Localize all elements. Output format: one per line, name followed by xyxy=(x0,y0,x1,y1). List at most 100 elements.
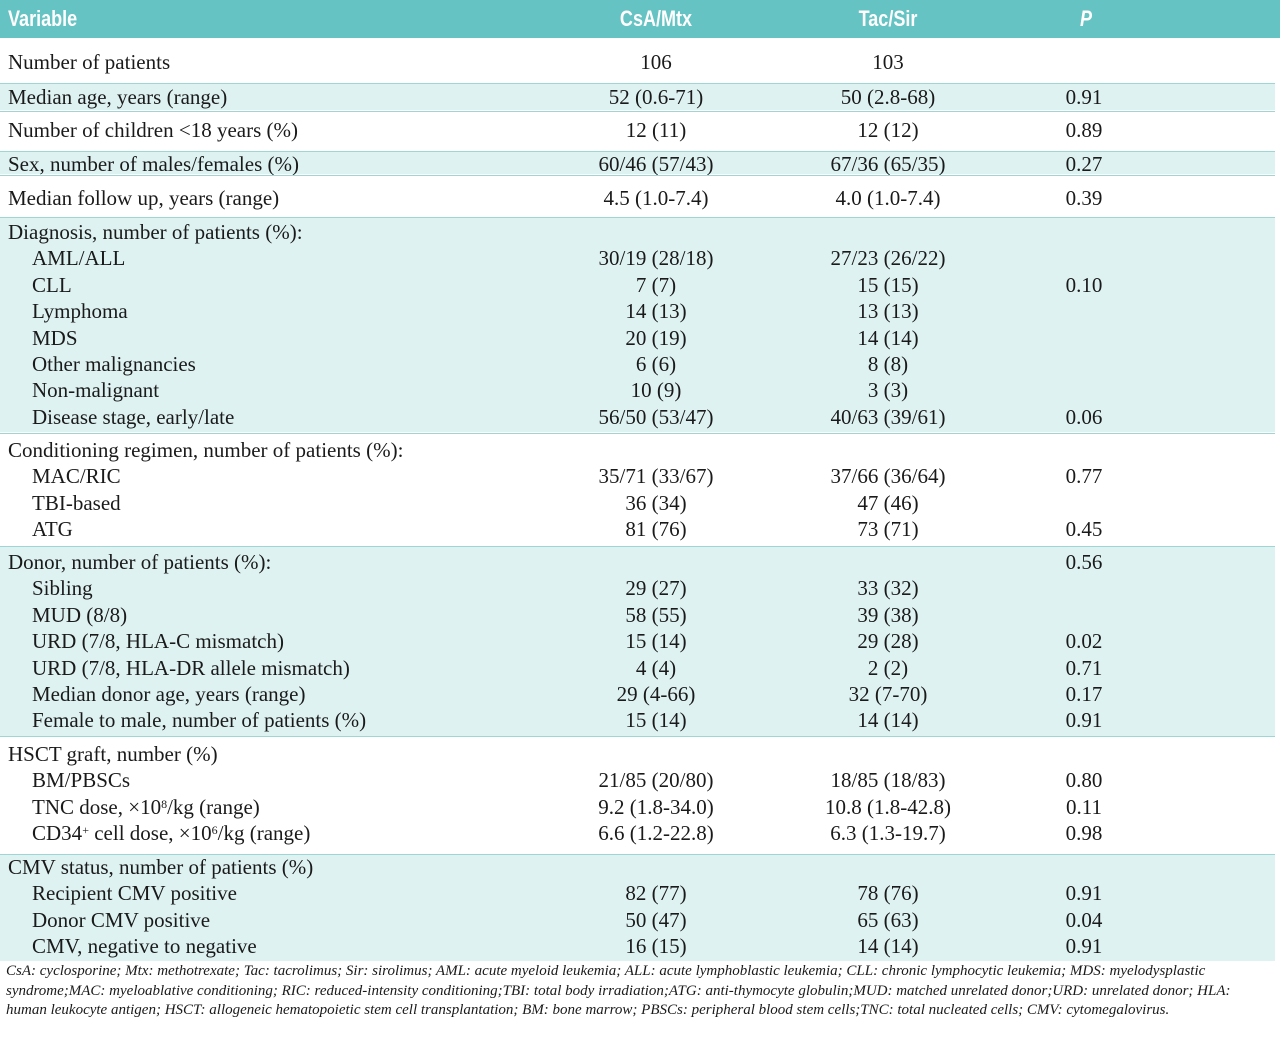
cell-tac-sir: 14 (14) xyxy=(857,708,919,733)
table-row: Donor CMV positive 50 (47) 65 (63) 0.04 xyxy=(0,907,1275,933)
table-row: Median donor age, years (range) 29 (4-66)… xyxy=(0,681,1275,707)
table-row: Sibling 29 (27) 33 (32) xyxy=(0,575,1275,601)
cell-tac-sir: 6.3 (1.3-19.7) xyxy=(830,821,946,846)
table-row: MUD (8/8) 58 (55) 39 (38) xyxy=(0,602,1275,628)
cell-variable: Number of patients xyxy=(8,50,171,74)
table-row: Donor, number of patients (%): 0.56 xyxy=(0,549,1275,575)
cell-csa-mtx: 12 (11) xyxy=(625,118,687,142)
cell-csa-mtx: 30/19 (28/18) xyxy=(598,246,714,271)
cell-p-value: 0.71 xyxy=(1065,655,1103,680)
cell-csa-mtx: 6 (6) xyxy=(635,352,677,376)
cell-tac-sir: 4.0 (1.0-7.4) xyxy=(835,186,941,210)
cell-variable: Median donor age, years (range) xyxy=(32,682,306,706)
table-row: Lymphoma 14 (13) 13 (13) xyxy=(0,298,1275,324)
section-divider xyxy=(0,854,1275,855)
cell-variable: Donor CMV positive xyxy=(32,907,211,932)
section-divider xyxy=(0,546,1275,547)
cell-csa-mtx: 29 (4-66) xyxy=(616,682,696,706)
cell-p-value: 0.91 xyxy=(1065,708,1103,733)
superscript: 6 xyxy=(211,823,218,838)
table-row: HSCT graft, number (%) xyxy=(0,741,1275,767)
cell-tac-sir: 29 (28) xyxy=(857,629,919,654)
superscript: + xyxy=(82,823,89,838)
table-row: AML/ALL 30/19 (28/18) 27/23 (26/22) xyxy=(0,245,1275,271)
table-section xyxy=(0,152,1275,174)
cell-tac-sir: 15 (15) xyxy=(857,272,919,297)
table-row: MAC/RIC 35/71 (33/67) 37/66 (36/64) 0.77 xyxy=(0,463,1275,489)
table-section xyxy=(0,84,1275,110)
table-row: Disease stage, early/late 56/50 (53/47) 40… xyxy=(0,404,1275,430)
cell-variable-part: CD34 xyxy=(32,821,83,846)
cell-p-value: 0.77 xyxy=(1065,464,1103,489)
table-header: Variable CsA/Mtx Tac/Sir P xyxy=(0,0,1280,38)
cell-tac-sir: 40/63 (39/61) xyxy=(830,404,946,429)
cell-variable: CD34+ cell dose, ×106/kg (range) xyxy=(32,820,310,846)
cell-csa-mtx: 81 (76) xyxy=(625,517,687,542)
cell-tac-sir: 8 (8) xyxy=(867,352,909,376)
section-divider xyxy=(0,217,1275,218)
cell-variable: TNC dose, ×108/kg (range) xyxy=(32,794,260,820)
cell-csa-mtx: 9.2 (1.8-34.0) xyxy=(598,794,714,819)
cell-tac-sir: 33 (32) xyxy=(857,576,919,601)
table-section xyxy=(0,855,1275,961)
cell-csa-mtx: 15 (14) xyxy=(625,708,687,733)
cell-variable: HSCT graft, number (%) xyxy=(8,742,218,766)
table-row: Median age, years (range) 52 (0.6-71) 50 (… xyxy=(0,84,1275,110)
cell-variable: Number of children <18 years (%) xyxy=(8,118,298,142)
cell-variable: URD (7/8, HLA-DR allele mismatch) xyxy=(32,655,350,680)
cell-variable: Diagnosis, number of patients (%): xyxy=(8,220,303,244)
cell-csa-mtx: 36 (34) xyxy=(625,490,687,515)
cell-csa-mtx: 21/85 (20/80) xyxy=(598,768,714,793)
cell-p-value: 0.17 xyxy=(1065,682,1103,706)
cell-tac-sir: 3 (3) xyxy=(867,378,909,403)
superscript: 8 xyxy=(161,796,168,811)
cell-variable: BM/PBSCs xyxy=(32,768,131,793)
cell-tac-sir: 13 (13) xyxy=(857,299,919,324)
cell-csa-mtx: 14 (13) xyxy=(625,299,687,324)
cell-variable: CLL xyxy=(32,272,72,297)
cell-csa-mtx: 35/71 (33/67) xyxy=(598,464,714,489)
cell-tac-sir: 2 (2) xyxy=(867,655,909,680)
cell-variable: Median age, years (range) xyxy=(8,85,228,109)
header-variable: Variable xyxy=(8,6,78,31)
cell-csa-mtx: 10 (9) xyxy=(630,378,682,403)
cell-p-value: 0.91 xyxy=(1065,85,1103,109)
cell-variable: Median follow up, years (range) xyxy=(8,186,280,210)
cell-tac-sir: 67/36 (65/35) xyxy=(830,152,946,176)
section-divider xyxy=(0,83,1275,84)
cell-tac-sir: 65 (63) xyxy=(857,907,919,932)
section-divider xyxy=(0,433,1275,434)
cell-csa-mtx: 6.6 (1.2-22.8) xyxy=(598,821,714,846)
cell-tac-sir: 103 xyxy=(872,50,904,74)
cell-tac-sir: 47 (46) xyxy=(857,490,919,515)
table-row: CMV, negative to negative 16 (15) 14 (14) 0… xyxy=(0,933,1275,959)
cell-csa-mtx: 20 (19) xyxy=(625,325,687,350)
cell-variable-part: TNC dose, ×10 xyxy=(32,794,162,819)
cell-tac-sir: 14 (14) xyxy=(857,325,919,350)
table-row: Diagnosis, number of patients (%): xyxy=(0,219,1275,245)
cell-variable: Sibling xyxy=(32,576,93,601)
cell-tac-sir: 14 (14) xyxy=(857,934,919,959)
cell-csa-mtx: 60/46 (57/43) xyxy=(598,152,714,176)
cell-csa-mtx: 4.5 (1.0-7.4) xyxy=(603,186,709,210)
cell-p-value: 0.06 xyxy=(1065,404,1103,429)
cell-tac-sir: 39 (38) xyxy=(857,602,919,627)
cell-variable: CMV status, number of patients (%) xyxy=(8,855,314,879)
table-row: CD34+ cell dose, ×106/kg (range) 6.6 (1.2… xyxy=(0,820,1275,846)
cell-p-value: 0.45 xyxy=(1065,517,1103,542)
section-divider xyxy=(0,111,1275,112)
cell-p-value: 0.98 xyxy=(1065,821,1103,846)
cell-variable-part: /kg (range) xyxy=(217,821,311,846)
header-tac-sir: Tac/Sir xyxy=(858,6,918,31)
table-row: MDS 20 (19) 14 (14) xyxy=(0,325,1275,351)
cell-tac-sir: 50 (2.8-68) xyxy=(840,85,936,109)
table-row: Recipient CMV positive 82 (77) 78 (76) 0.91 xyxy=(0,880,1275,906)
table-row: BM/PBSCs 21/85 (20/80) 18/85 (18/83) 0.80 xyxy=(0,767,1275,793)
cell-variable-part: cell dose, ×10 xyxy=(88,821,212,846)
cell-variable: URD (7/8, HLA-C mismatch) xyxy=(32,629,284,654)
cell-p-value: 0.39 xyxy=(1065,186,1103,210)
table-row: URD (7/8, HLA-C mismatch) 15 (14) 29 (28) 0… xyxy=(0,628,1275,654)
table-row: URD (7/8, HLA-DR allele mismatch) 4 (4) 2 … xyxy=(0,655,1275,681)
table-row: TBI-based 36 (34) 47 (46) xyxy=(0,490,1275,516)
